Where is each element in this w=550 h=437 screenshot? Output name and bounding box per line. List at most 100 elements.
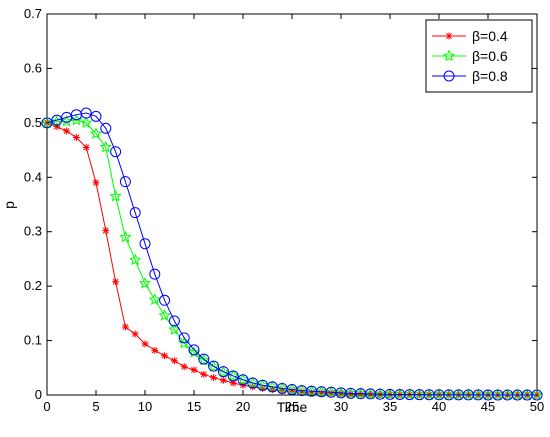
data-point <box>138 276 152 289</box>
data-point <box>129 253 142 266</box>
data-point <box>40 116 54 129</box>
data-point <box>121 323 129 331</box>
data-point <box>288 387 296 395</box>
data-point <box>80 107 92 119</box>
data-point <box>452 388 465 401</box>
data-point <box>149 268 161 280</box>
data-point <box>80 116 93 129</box>
x-tick-label: 35 <box>383 399 397 414</box>
legend-marker <box>442 49 456 62</box>
x-tick-label: 0 <box>43 399 50 414</box>
x-tick-label: 10 <box>138 399 152 414</box>
data-point <box>334 386 348 399</box>
data-point <box>327 389 335 397</box>
data-point <box>208 360 220 372</box>
y-tick-label: 0.5 <box>24 115 42 130</box>
data-point <box>139 238 151 250</box>
data-point <box>151 346 159 354</box>
data-point <box>207 360 220 372</box>
legend-label: β=0.6 <box>472 48 508 64</box>
data-point <box>51 114 63 126</box>
data-point <box>305 384 318 397</box>
data-point <box>276 382 289 394</box>
y-axis-label: p <box>1 201 17 209</box>
y-tick-label: 0.3 <box>24 224 42 239</box>
data-point <box>442 388 455 401</box>
data-point <box>180 363 188 371</box>
data-point <box>325 385 338 398</box>
data-point <box>159 294 171 306</box>
series-2 <box>40 113 544 401</box>
data-point <box>383 387 397 400</box>
data-point <box>374 387 387 400</box>
axis-ticks: 0 5 10 15 20 25 30 35 40 45 50 0 0.1 0.2 0.3 0.4 0.5 0.6 0… <box>24 6 544 414</box>
x-tick-label: 5 <box>92 399 99 414</box>
data-point <box>89 127 103 139</box>
data-point <box>41 117 53 129</box>
y-tick-label: 0.2 <box>24 278 42 293</box>
x-tick-label: 15 <box>187 399 201 414</box>
data-point <box>413 388 426 400</box>
data-point <box>472 388 485 401</box>
data-point <box>158 309 171 321</box>
data-point <box>168 315 180 327</box>
x-tick-label: 40 <box>432 399 446 414</box>
data-point <box>295 384 308 396</box>
data-point <box>227 370 239 382</box>
data-point <box>285 383 299 395</box>
legend-entry: β=0.4 <box>432 28 508 44</box>
data-point <box>198 353 210 365</box>
data-point <box>256 378 269 391</box>
data-point <box>462 388 475 401</box>
data-point <box>188 344 200 356</box>
y-tick-label: 0.4 <box>24 169 42 184</box>
data-point <box>141 340 149 348</box>
legend-entry: β=0.6 <box>432 48 508 64</box>
y-tick-label: 0.7 <box>24 6 42 21</box>
legend-marker <box>445 32 453 40</box>
data-point <box>491 388 504 401</box>
data-point <box>200 370 208 378</box>
legend: β=0.4 β=0.6 β=0.8 <box>425 19 533 93</box>
data-point <box>219 376 227 384</box>
series-layer <box>40 107 544 401</box>
data-point <box>90 110 102 122</box>
data-point <box>99 140 112 153</box>
data-point <box>170 357 178 365</box>
y-tick-label: 0.1 <box>24 333 42 348</box>
data-point <box>210 374 218 382</box>
data-point <box>110 146 122 158</box>
data-point <box>92 179 100 187</box>
data-point <box>531 389 543 401</box>
data-point <box>72 134 80 142</box>
y-tick-label: 0 <box>35 387 42 402</box>
data-point <box>298 388 306 396</box>
data-point <box>50 115 63 127</box>
legend-label: β=0.8 <box>472 68 508 84</box>
series-line <box>46 112 537 396</box>
x-tick-label: 25 <box>285 399 299 414</box>
data-point <box>82 143 90 151</box>
data-point <box>229 379 237 387</box>
x-tick-label: 30 <box>334 399 348 414</box>
data-point <box>60 114 73 127</box>
data-point <box>530 388 544 401</box>
series-3 <box>41 107 543 401</box>
data-point <box>129 207 141 219</box>
data-point <box>112 278 120 286</box>
data-point <box>249 383 257 391</box>
data-point <box>266 380 279 393</box>
data-point <box>259 384 267 392</box>
x-tick-label: 50 <box>530 399 544 414</box>
data-point <box>119 230 132 243</box>
legend-label: β=0.4 <box>472 28 508 44</box>
data-point <box>53 123 61 131</box>
y-tick-label: 0.6 <box>24 60 42 75</box>
data-point <box>161 352 169 360</box>
legend-marker <box>443 70 455 82</box>
data-point <box>102 227 110 235</box>
data-point <box>501 388 514 401</box>
legend-entry: β=0.8 <box>432 68 508 84</box>
x-axis-label: Time <box>277 399 308 415</box>
